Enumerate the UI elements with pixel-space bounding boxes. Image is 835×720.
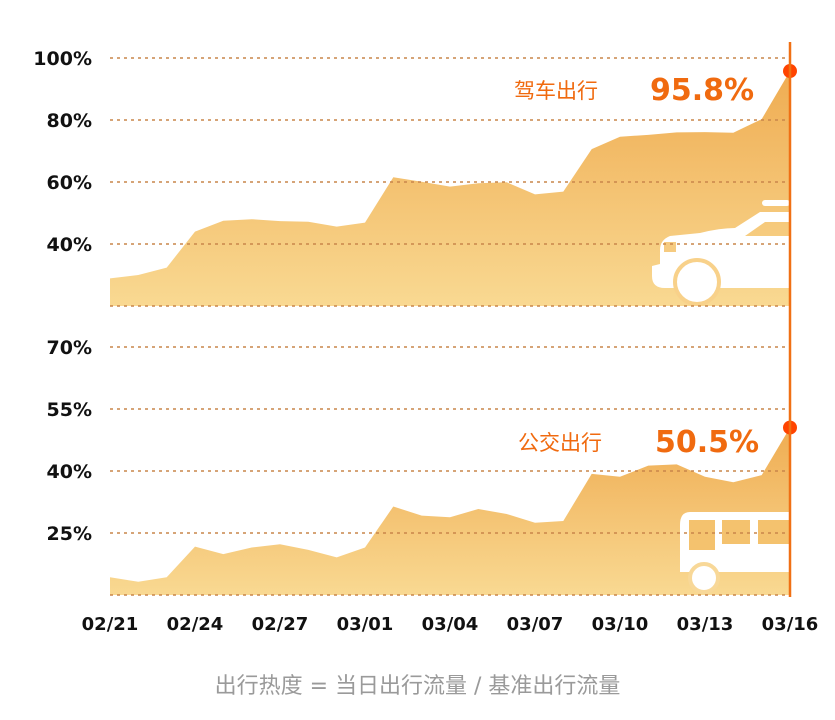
series-label: 公交出行	[518, 431, 602, 455]
car-icon	[652, 200, 790, 306]
y-tick-label: 60%	[47, 172, 92, 194]
car-headlight	[664, 242, 676, 252]
area-series	[110, 427, 790, 595]
bus-icon	[680, 512, 790, 594]
x-tick-label: 03/13	[677, 614, 734, 635]
series-end-value: 95.8%	[650, 73, 754, 108]
chart: 40% 60% 80% 100% 驾车出行 95.8% 25% 40% 55% 70% 公交出行 50…	[33, 42, 819, 635]
bus-wheel	[688, 562, 720, 594]
x-tick-label: 02/21	[82, 614, 139, 635]
y-tick-label: 80%	[47, 110, 92, 132]
bus-window	[689, 520, 715, 550]
y-tick-label: 25%	[47, 523, 92, 545]
x-tick-label: 03/16	[762, 614, 819, 635]
series-label: 驾车出行	[514, 79, 598, 103]
y-tick-label: 70%	[47, 337, 92, 359]
y-tick-label: 40%	[47, 461, 92, 483]
x-tick-label: 02/24	[167, 614, 224, 635]
chart-footnote: 出行热度 = 当日出行流量 / 基准出行流量	[214, 674, 621, 699]
car-roof-light	[762, 200, 790, 206]
x-tick-label: 03/04	[422, 614, 479, 635]
area-series	[110, 71, 790, 306]
series-end-value: 50.5%	[655, 425, 759, 460]
y-tick-label: 100%	[33, 48, 92, 70]
x-tick-label: 03/01	[337, 614, 394, 635]
y-tick-label: 55%	[47, 399, 92, 421]
y-tick-label: 40%	[47, 234, 92, 256]
car-wheel	[673, 258, 721, 306]
x-tick-label: 03/10	[592, 614, 649, 635]
x-tick-label: 03/07	[507, 614, 564, 635]
bus-window	[758, 520, 790, 544]
x-tick-label: 02/27	[252, 614, 309, 635]
bus-window	[722, 520, 750, 544]
